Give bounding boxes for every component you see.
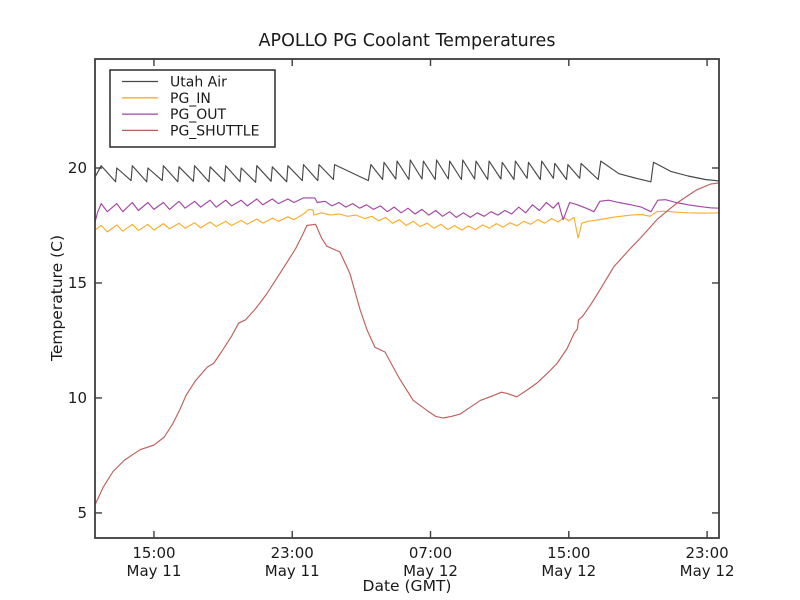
legend-box [109, 69, 276, 148]
y-axis-label: Temperature (C) [48, 235, 66, 362]
x-tick-label-date: May 12 [403, 562, 458, 580]
legend-label: PG_SHUTTLE [170, 123, 259, 139]
x-tick-label-time: 15:00 [547, 544, 590, 562]
y-tick-label: 5 [77, 504, 87, 522]
x-tick-label-time: 15:00 [132, 544, 175, 562]
series-line-pg-out [94, 197, 720, 223]
series-line-pg-shuttle [94, 182, 720, 506]
legend-label: PG_OUT [170, 107, 227, 123]
plot-border [94, 58, 720, 539]
x-tick-label-time: 07:00 [409, 544, 452, 562]
x-tick-label-time: 23:00 [685, 544, 728, 562]
y-tick-label: 10 [68, 389, 87, 407]
chart-title: APOLLO PG Coolant Temperatures [259, 31, 556, 51]
x-tick-label-date: May 12 [541, 562, 596, 580]
legend-label: Utah Air [170, 75, 227, 91]
y-tick-label: 20 [68, 159, 87, 177]
y-tick-label: 15 [68, 274, 87, 292]
x-tick-label-date: May 11 [127, 562, 182, 580]
x-axis-label: Date (GMT) [363, 577, 452, 595]
series-lines [94, 159, 720, 506]
series-line-pg-in [94, 208, 720, 239]
axis-ticks [95, 59, 719, 538]
x-tick-label-date: May 11 [265, 562, 320, 580]
x-tick-label-date: May 12 [680, 562, 735, 580]
x-tick-label-time: 23:00 [271, 544, 314, 562]
series-line-utah-air [94, 159, 720, 183]
legend-label: PG_IN [170, 91, 211, 107]
